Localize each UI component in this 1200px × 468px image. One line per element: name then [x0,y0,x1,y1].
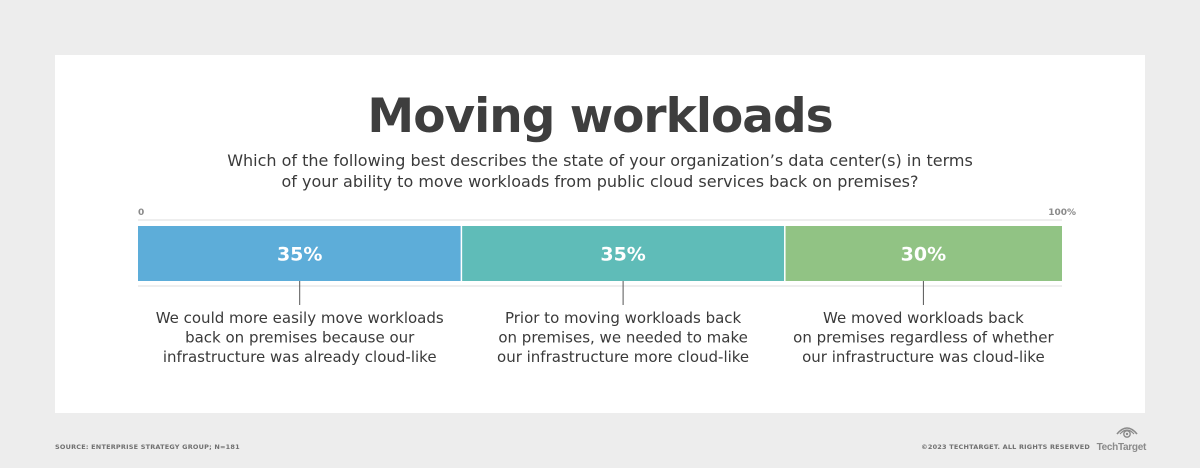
chart-title: Moving workloads [367,89,833,144]
bar-segment [461,226,785,281]
subtitle-line: of your ability to move workloads from p… [281,172,919,191]
axis-max-label: 100% [1048,208,1076,218]
category-label: Prior to moving workloads back [505,309,742,327]
subtitle-line: Which of the following best describes th… [227,151,973,170]
category-label: our infrastructure was cloud-like [802,348,1045,366]
copyright-note: ©2023 TECHTARGET. ALL RIGHTS RESERVED [921,443,1090,451]
category-label: on premises, we needed to make [498,329,748,347]
eye-icon [1116,427,1138,438]
bar-segment [784,226,1062,281]
chart-subtitle: Which of the following best describes th… [0,150,1200,192]
data-label: 35% [277,244,322,266]
data-label: 35% [600,244,645,266]
data-label: 30% [901,244,946,266]
category-label: infrastructure was already cloud-like [163,348,437,366]
category-label: our infrastructure more cloud-like [497,348,749,366]
techtarget-logo: TechTarget [1092,425,1146,453]
source-note: SOURCE: ENTERPRISE STRATEGY GROUP; N=181 [55,443,240,451]
category-label: back on premises because our [185,329,415,347]
category-label: We could more easily move workloads [156,309,444,327]
axis-min-label: 0 [138,208,144,218]
category-label: on premises regardless of whether [793,329,1054,347]
bar-segment [138,226,462,281]
category-label: We moved workloads back [823,309,1024,327]
logo-text: TechTarget [1096,442,1147,453]
